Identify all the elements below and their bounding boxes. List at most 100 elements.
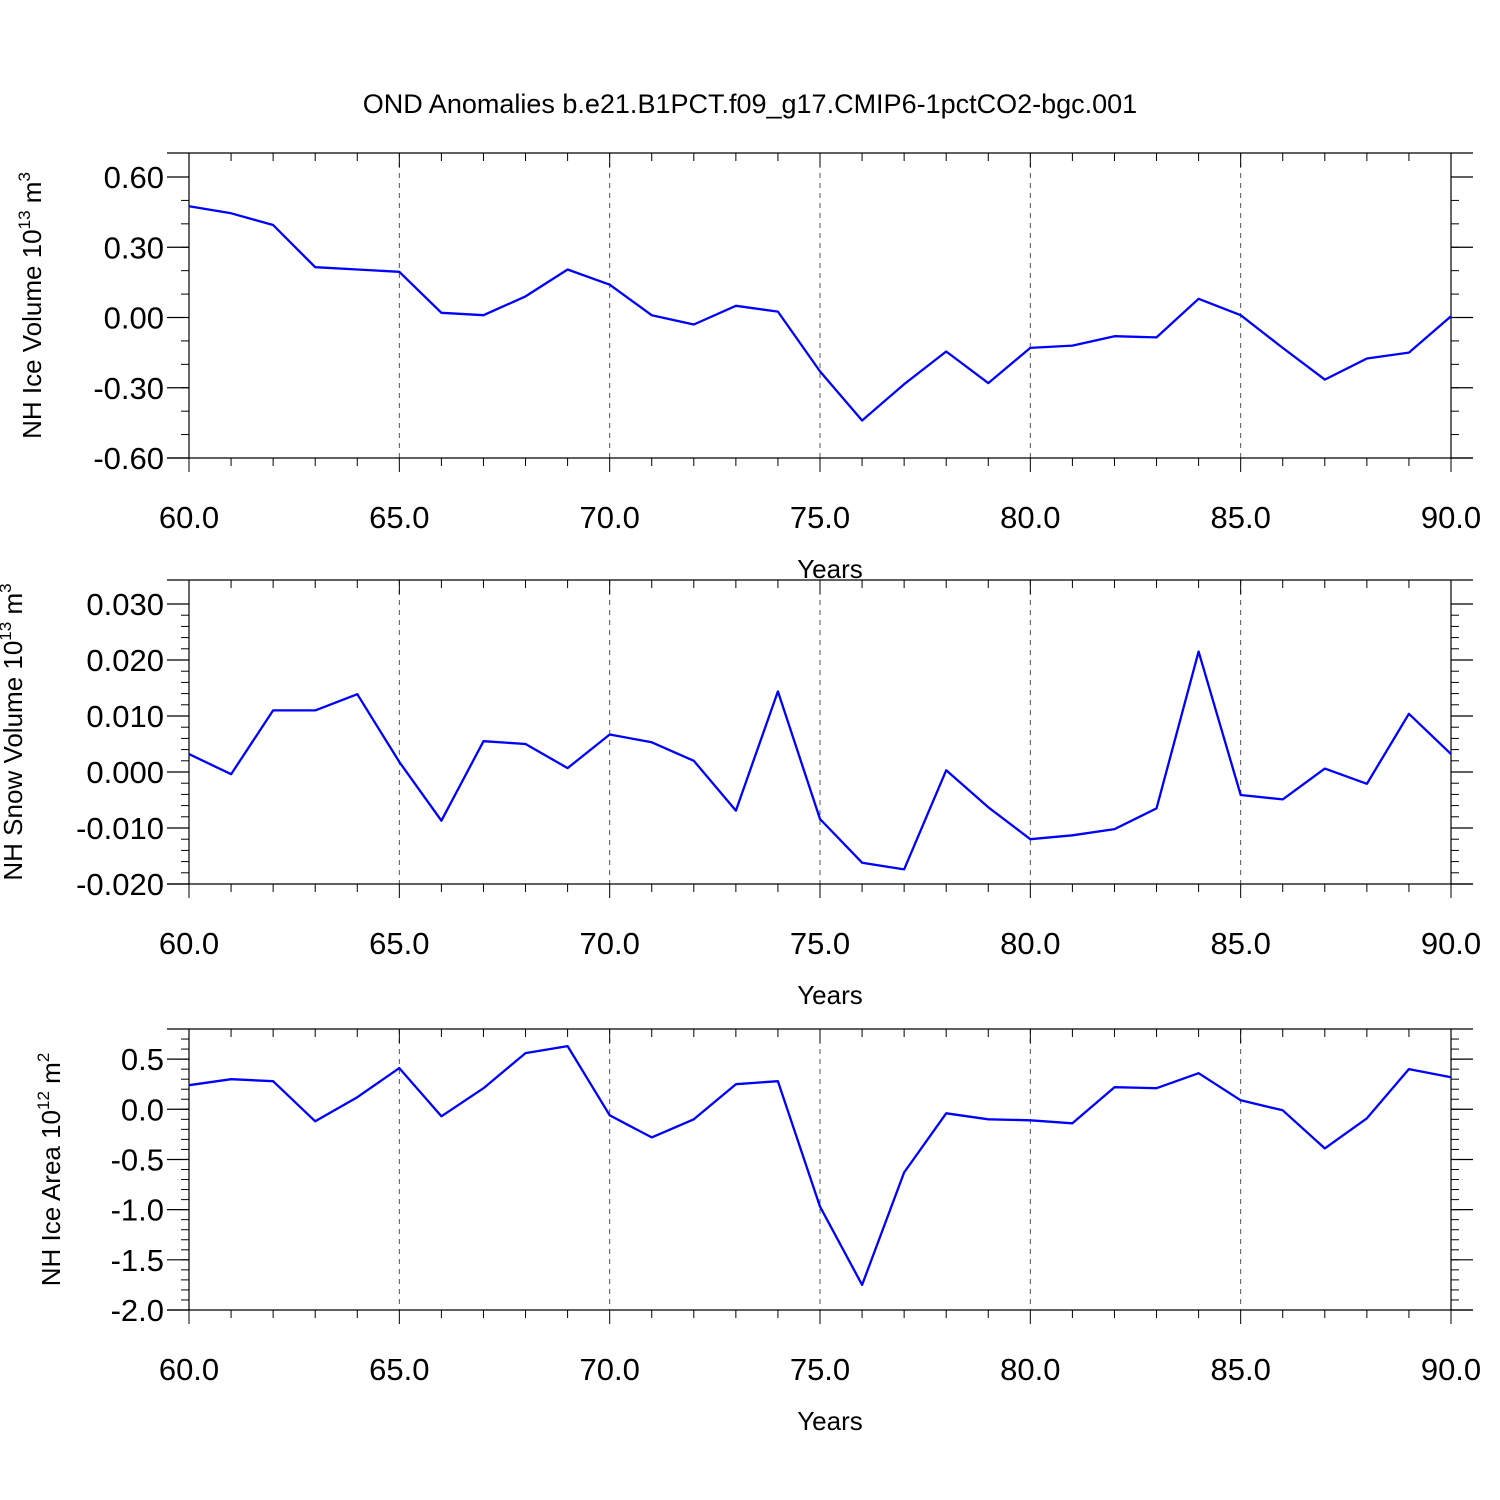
data-point [944, 768, 948, 772]
data-point [1028, 346, 1032, 350]
data-point [692, 1117, 696, 1121]
y-tick-label: -0.020 [76, 867, 164, 902]
x-axis-title: Years [797, 554, 863, 584]
data-point [818, 817, 822, 821]
data-point [566, 1044, 570, 1048]
data-point [1407, 351, 1411, 355]
y-tick-label: -0.5 [111, 1142, 164, 1177]
y-tick-label: 0.020 [86, 643, 164, 678]
data-point [986, 381, 990, 385]
x-tick-label: 85.0 [1210, 500, 1270, 535]
data-point [1197, 650, 1201, 654]
data-point [313, 708, 317, 712]
data-point [944, 349, 948, 353]
data-point [439, 1114, 443, 1118]
data-point [1112, 334, 1116, 338]
data-point [397, 1066, 401, 1070]
data-point [1155, 806, 1159, 810]
data-point [734, 809, 738, 813]
data-point [1323, 378, 1327, 382]
data-point [355, 267, 359, 271]
data-point [1281, 346, 1285, 350]
y-tick-label: -1.0 [111, 1193, 164, 1228]
data-point [229, 772, 233, 776]
y-tick-label: 0.5 [121, 1042, 164, 1077]
data-point [650, 740, 654, 744]
x-tick-label: 90.0 [1421, 500, 1481, 535]
x-tick-label: 60.0 [159, 1352, 219, 1387]
data-point [524, 294, 528, 298]
data-point [397, 270, 401, 274]
data-point [1028, 837, 1032, 841]
data-point [397, 760, 401, 764]
data-point [1407, 712, 1411, 716]
data-point [1197, 297, 1201, 301]
data-point [818, 1205, 822, 1209]
data-point [1323, 1146, 1327, 1150]
y-tick-label: 0.60 [104, 160, 164, 195]
y-tick-label: 0.30 [104, 230, 164, 265]
x-tick-label: 60.0 [159, 926, 219, 961]
series-line [188, 1044, 1452, 1287]
x-axis-title: Years [797, 1406, 863, 1436]
y-tick-label: 0.0 [121, 1092, 164, 1127]
series-line [188, 650, 1452, 871]
y-axis-title: NH Snow Volume 1013 m3 [0, 583, 28, 880]
x-tick-label: 65.0 [369, 500, 429, 535]
data-point [860, 419, 864, 423]
data-point [439, 311, 443, 315]
data-point [271, 708, 275, 712]
x-tick-label: 65.0 [369, 1352, 429, 1387]
data-point [776, 689, 780, 693]
data-point [902, 867, 906, 871]
x-tick-label: 90.0 [1421, 926, 1481, 961]
data-point [1155, 335, 1159, 339]
data-point [1070, 833, 1074, 837]
data-point [1449, 1075, 1453, 1079]
data-point [1112, 827, 1116, 831]
data-point [355, 692, 359, 696]
data-point [776, 310, 780, 314]
y-axis-title: NH Ice Volume 1013 m3 [15, 172, 47, 439]
data-point [229, 211, 233, 215]
figure-title: OND Anomalies b.e21.B1PCT.f09_g17.CMIP6-… [363, 89, 1137, 119]
x-tick-label: 75.0 [790, 500, 850, 535]
y-tick-label: 0.000 [86, 755, 164, 790]
y-tick-label: 0.030 [86, 587, 164, 622]
data-point [692, 323, 696, 327]
data-point [986, 805, 990, 809]
x-tick-label: 80.0 [1000, 926, 1060, 961]
data-point [1028, 1118, 1032, 1122]
data-point [229, 1077, 233, 1081]
series-line [188, 205, 1452, 422]
x-tick-label: 70.0 [579, 500, 639, 535]
data-point [481, 313, 485, 317]
y-tick-label: -0.010 [76, 811, 164, 846]
data-point [439, 819, 443, 823]
data-point [734, 1082, 738, 1086]
data-point [1112, 1085, 1116, 1089]
data-point [902, 382, 906, 386]
x-tick-label: 65.0 [369, 926, 429, 961]
data-point [1365, 356, 1369, 360]
y-tick-label: 0.010 [86, 699, 164, 734]
y-tick-label: -0.60 [93, 441, 164, 476]
data-point [566, 267, 570, 271]
data-point [1239, 793, 1243, 797]
data-point [1365, 1116, 1369, 1120]
x-tick-label: 80.0 [1000, 500, 1060, 535]
x-tick-label: 80.0 [1000, 1352, 1060, 1387]
data-point [608, 1113, 612, 1117]
x-tick-label: 70.0 [579, 926, 639, 961]
y-tick-label: -2.0 [111, 1293, 164, 1328]
data-point [1449, 314, 1453, 318]
panel-3: 60.0 65.0 70.0 75.0 80.0 85.0 90.0 Years 0.5 0.0 -… [34, 1028, 1481, 1436]
data-point [1197, 1071, 1201, 1075]
x-tick-label: 60.0 [159, 500, 219, 535]
data-point [776, 1079, 780, 1083]
data-point [608, 732, 612, 736]
data-point [860, 861, 864, 865]
data-point [524, 742, 528, 746]
y-tick-label: 0.00 [104, 301, 164, 336]
